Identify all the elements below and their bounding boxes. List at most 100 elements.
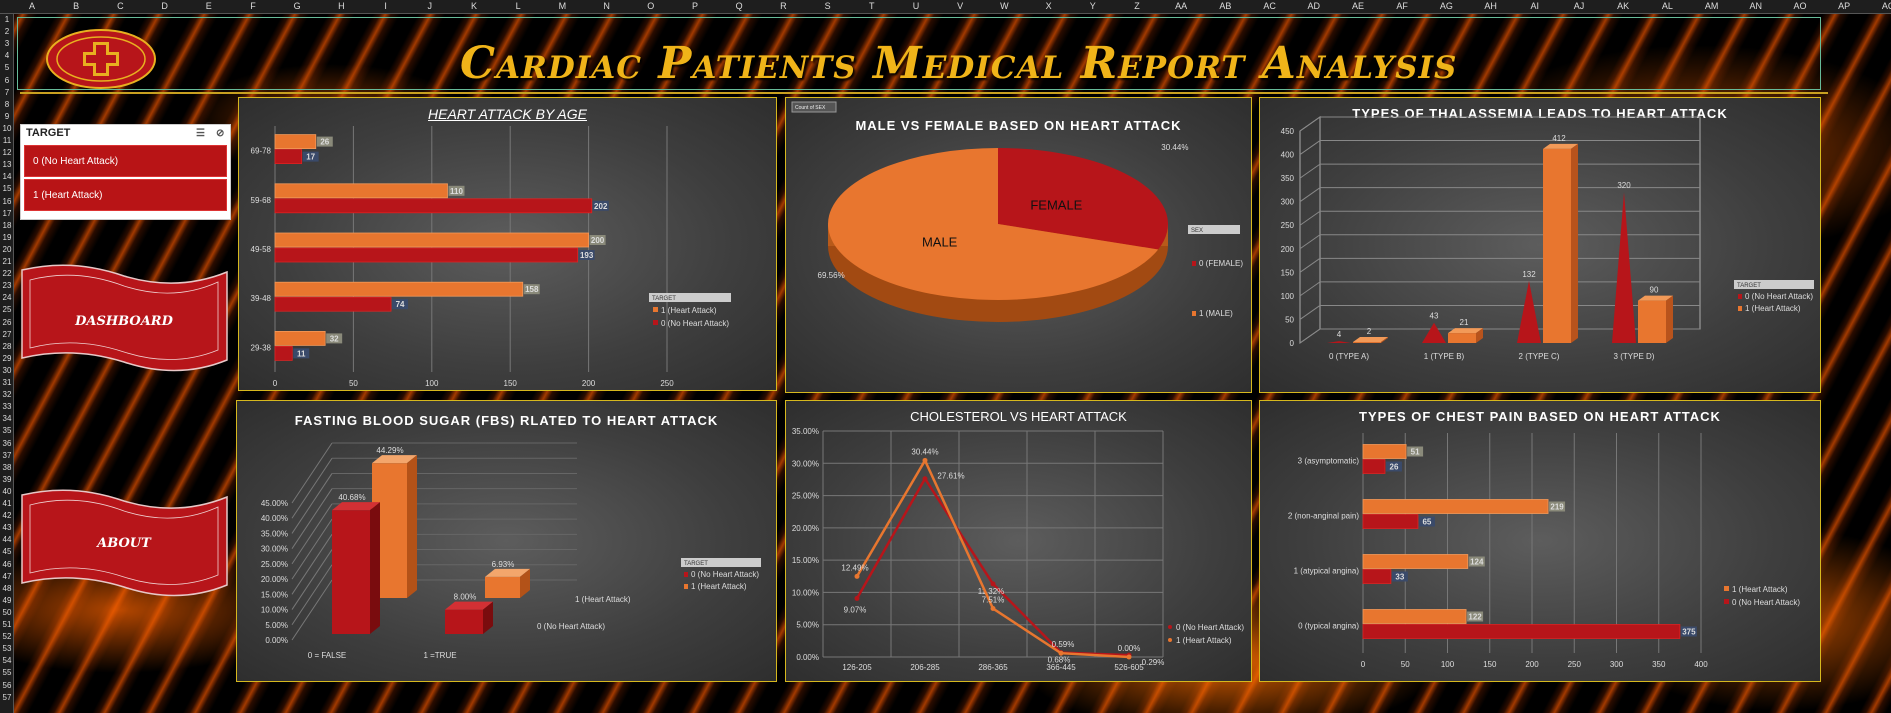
column-header-AB[interactable]: AB	[1219, 1, 1232, 11]
column-header-B[interactable]: B	[73, 1, 80, 11]
row-header-18[interactable]: 18	[2, 220, 12, 230]
row-header-26[interactable]: 26	[2, 317, 12, 327]
row-header-33[interactable]: 33	[2, 402, 12, 412]
column-header-AN[interactable]: AN	[1749, 1, 1763, 11]
row-header-2[interactable]: 2	[4, 27, 10, 37]
chart-male-vs-female[interactable]: MALE VS FEMALE BASED ON HEART ATTACK Cou…	[785, 97, 1252, 393]
row-header-51[interactable]: 51	[2, 620, 12, 629]
slicer-item-no-heart-attack[interactable]: 0 (No Heart Attack)	[24, 145, 227, 177]
chart-thalassemia[interactable]: TYPES OF THALASSEMIA LEADS TO HEART ATTA…	[1259, 97, 1821, 393]
column-header-AI[interactable]: AI	[1530, 1, 1540, 11]
row-header-6[interactable]: 6	[4, 75, 10, 85]
column-header-AL[interactable]: AL	[1661, 1, 1673, 11]
column-header-U[interactable]: U	[912, 1, 920, 11]
column-header-AD[interactable]: AD	[1307, 1, 1321, 11]
slicer-item-heart-attack[interactable]: 1 (Heart Attack)	[24, 179, 227, 211]
column-header-F[interactable]: F	[250, 1, 256, 11]
row-header-53[interactable]: 53	[2, 644, 12, 654]
row-header-13[interactable]: 13	[2, 160, 12, 170]
row-header-39[interactable]: 39	[2, 474, 12, 484]
column-header-Q[interactable]: Q	[735, 1, 743, 11]
row-header-43[interactable]: 43	[2, 523, 12, 533]
column-header-AK[interactable]: AK	[1617, 1, 1630, 11]
row-header-54[interactable]: 54	[2, 656, 12, 666]
column-header-J[interactable]: J	[427, 1, 433, 11]
column-header-E[interactable]: E	[205, 1, 212, 11]
column-header-AE[interactable]: AE	[1351, 1, 1364, 11]
column-header-D[interactable]: D	[161, 1, 168, 11]
column-header-AQ[interactable]: AQ	[1881, 1, 1891, 11]
row-header-1[interactable]: 1	[4, 15, 10, 24]
row-header-28[interactable]: 28	[2, 341, 12, 351]
chart-heart-attack-by-age[interactable]: HEART ATTACK BY AGE 0 50 100 150 200 250 69-78…	[238, 97, 777, 391]
chart-chest-pain[interactable]: TYPES OF CHEST PAIN BASED ON HEART ATTAC…	[1259, 400, 1821, 682]
column-header-AC[interactable]: AC	[1263, 1, 1276, 11]
row-header-25[interactable]: 25	[2, 305, 12, 315]
column-header-Y[interactable]: Y	[1089, 1, 1096, 11]
row-header-36[interactable]: 36	[2, 438, 12, 448]
row-header-40[interactable]: 40	[2, 486, 12, 496]
dashboard-button[interactable]: DASHBOARD	[18, 262, 231, 372]
column-header-G[interactable]: G	[293, 1, 301, 11]
column-header-C[interactable]: C	[117, 1, 124, 11]
column-header-AH[interactable]: AH	[1484, 1, 1497, 11]
row-header-46[interactable]: 46	[2, 559, 12, 569]
column-header-M[interactable]: M	[558, 1, 567, 11]
column-header-AJ[interactable]: AJ	[1573, 1, 1585, 11]
row-header-24[interactable]: 24	[2, 293, 12, 303]
column-header-AP[interactable]: AP	[1838, 1, 1851, 11]
row-headers[interactable]: 1 2 3 4 5 6 7 8 9 10 11 12 13 14 15 16 17 18 19 20 21 22 23 24 2…	[0, 14, 14, 713]
row-header-52[interactable]: 52	[2, 632, 12, 642]
row-header-3[interactable]: 3	[4, 39, 10, 49]
column-header-P[interactable]: P	[691, 1, 698, 11]
chart-fasting-blood-sugar[interactable]: FASTING BLOOD SUGAR (FBS) RLATED TO HEAR…	[236, 400, 777, 682]
row-header-49[interactable]: 49	[2, 595, 12, 605]
row-header-48[interactable]: 48	[2, 583, 12, 593]
row-header-16[interactable]: 16	[2, 196, 12, 206]
row-header-21[interactable]: 21	[2, 257, 12, 266]
column-header-R[interactable]: R	[780, 1, 787, 11]
row-header-34[interactable]: 34	[2, 414, 12, 424]
column-header-Z[interactable]: Z	[1134, 1, 1140, 11]
row-header-35[interactable]: 35	[2, 426, 12, 436]
row-header-31[interactable]: 31	[2, 378, 12, 387]
row-header-12[interactable]: 12	[2, 148, 12, 158]
row-header-57[interactable]: 57	[2, 692, 12, 702]
column-header-AO[interactable]: AO	[1793, 1, 1807, 11]
about-button[interactable]: ABOUT	[18, 487, 231, 597]
row-header-7[interactable]: 7	[4, 87, 10, 97]
column-header-A[interactable]: A	[28, 1, 35, 11]
column-header-AF[interactable]: AF	[1396, 1, 1408, 11]
column-header-L[interactable]: L	[515, 1, 521, 11]
row-header-19[interactable]: 19	[2, 232, 12, 242]
row-header-41[interactable]: 41	[2, 499, 12, 508]
row-header-23[interactable]: 23	[2, 281, 12, 291]
row-header-37[interactable]: 37	[2, 450, 12, 460]
row-header-55[interactable]: 55	[2, 668, 12, 678]
row-header-4[interactable]: 4	[4, 51, 10, 61]
column-header-AM[interactable]: AM	[1704, 1, 1719, 11]
row-header-32[interactable]: 32	[2, 390, 12, 400]
row-header-8[interactable]: 8	[4, 99, 10, 109]
column-header-K[interactable]: K	[470, 1, 477, 11]
column-header-I[interactable]: I	[384, 1, 387, 11]
row-header-5[interactable]: 5	[4, 63, 10, 73]
target-slicer[interactable]: TARGET ☰ ⊘ 0 (No Heart Attack) 1 (Heart …	[20, 124, 231, 220]
row-header-17[interactable]: 17	[2, 208, 12, 218]
row-header-10[interactable]: 10	[2, 123, 12, 133]
column-header-T[interactable]: T	[869, 1, 875, 11]
row-header-20[interactable]: 20	[2, 244, 12, 254]
column-header-N[interactable]: N	[603, 1, 610, 11]
row-header-30[interactable]: 30	[2, 365, 12, 375]
clear-filter-icon[interactable]: ⊘	[216, 128, 225, 139]
row-header-50[interactable]: 50	[2, 607, 12, 617]
column-header-AG[interactable]: AG	[1439, 1, 1453, 11]
row-header-47[interactable]: 47	[2, 571, 12, 581]
column-header-AA[interactable]: AA	[1175, 1, 1188, 11]
row-header-11[interactable]: 11	[2, 136, 12, 145]
row-header-29[interactable]: 29	[2, 353, 12, 363]
row-header-45[interactable]: 45	[2, 547, 12, 557]
row-header-56[interactable]: 56	[2, 680, 12, 690]
row-header-9[interactable]: 9	[4, 111, 10, 121]
row-header-15[interactable]: 15	[2, 184, 12, 194]
